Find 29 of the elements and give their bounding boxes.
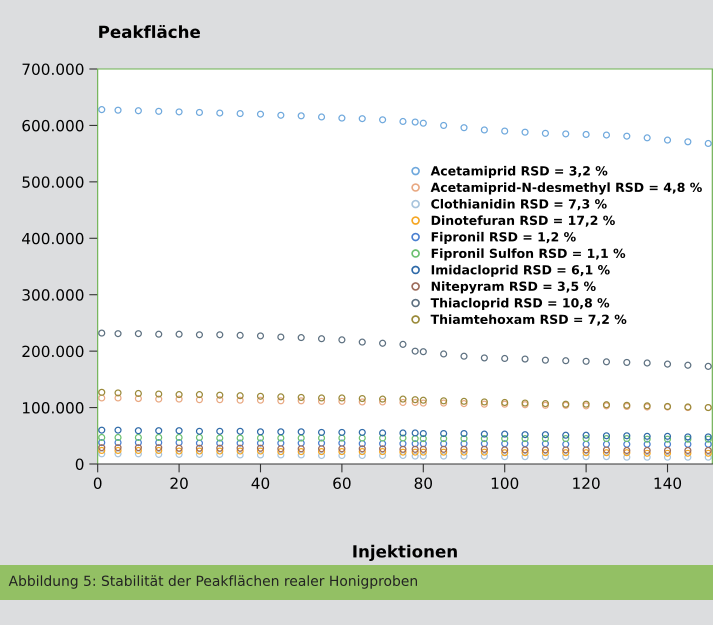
x-tick-label: 20 <box>170 477 188 490</box>
legend-label: Dinotefuran RSD = 17,2 % <box>432 215 615 227</box>
x-tick-label: 140 <box>654 477 682 490</box>
text: Abbildung 5: Stabilität der Peakflächen realer Honigproben <box>8 575 417 589</box>
y-tick-label: 700.000 <box>22 63 84 76</box>
y-tick-label: 300.000 <box>22 289 84 301</box>
legend-label: Fipronil RSD = 1,2 % <box>432 232 576 244</box>
y-tick-label: 400.000 <box>22 232 84 244</box>
x-tick-label: 0 <box>94 477 102 490</box>
x-tick-label: 60 <box>333 477 351 490</box>
x-tick-label: 100 <box>492 477 518 490</box>
legend-label: Thiacloprid RSD = 10,8 % <box>430 298 610 310</box>
x-tick-label: 120 <box>573 477 600 490</box>
legend-label: Acetamiprid RSD = 3,2 % <box>430 166 608 178</box>
legend-label: Imidacloprid RSD = 6,1 % <box>432 264 610 277</box>
y-tick-label: 100.000 <box>22 402 84 414</box>
legend-label: Clothianidin RSD = 7,3 % <box>431 198 607 210</box>
y-tick-label: 600.000 <box>22 120 84 132</box>
x-axis-title: Injektionen <box>353 544 457 562</box>
legend-label: Fipronil Sulfon RSD = 1,1 % <box>432 248 626 260</box>
y-tick-label: 500.000 <box>22 176 84 188</box>
y-tick-label: 200.000 <box>22 346 84 358</box>
legend-label: Thiamtehoxam RSD = 7,2 % <box>430 314 626 326</box>
y-axis-title: Peakfläche <box>99 24 200 38</box>
legend-label: Acetamiprid-N-desmethyl RSD = 4,8 % <box>430 182 702 195</box>
x-tick-label: 40 <box>252 477 270 490</box>
y-tick-label: 0 <box>76 458 84 470</box>
legend-label: Nitepyram RSD = 3,5 % <box>432 281 596 294</box>
x-tick-label: 80 <box>414 477 432 490</box>
